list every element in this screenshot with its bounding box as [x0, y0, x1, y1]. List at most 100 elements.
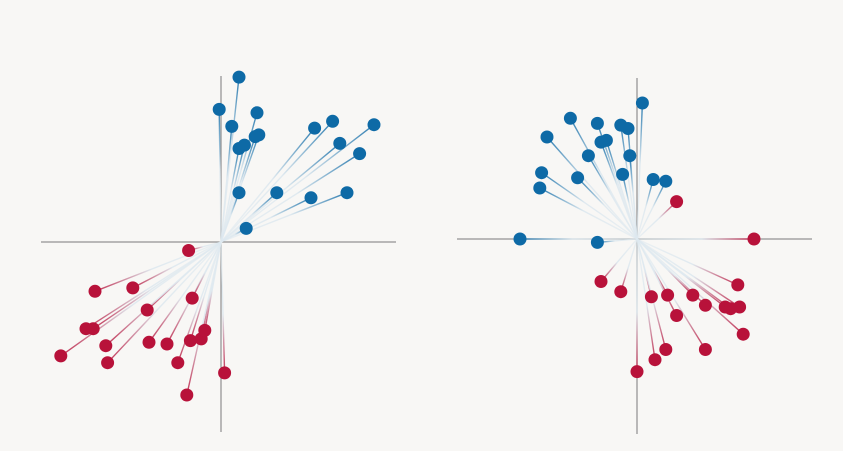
positive-vector-line	[636, 179, 654, 240]
negative-point	[670, 309, 684, 322]
positive-vector-line	[220, 126, 233, 243]
right-panel	[457, 78, 812, 434]
positive-vector-line	[220, 120, 334, 243]
positive-point	[248, 130, 262, 144]
positive-point	[540, 130, 554, 144]
positive-point	[353, 147, 367, 161]
positive-vector-line	[220, 192, 240, 243]
negative-vector-line	[620, 238, 638, 292]
negative-point	[142, 335, 156, 349]
negative-point	[86, 322, 100, 336]
negative-point	[698, 298, 712, 312]
negative-vector-line	[636, 238, 739, 286]
negative-point	[198, 323, 212, 337]
negative-vector-line	[105, 241, 222, 347]
positive-point	[225, 119, 239, 133]
positive-vector-line	[220, 192, 278, 243]
positive-vector-line	[577, 177, 638, 240]
positive-point	[232, 142, 246, 155]
positive-point	[581, 149, 595, 163]
positive-point	[594, 135, 608, 149]
positive-vector-line	[218, 109, 222, 243]
positive-point	[250, 106, 264, 120]
negative-vector-line	[636, 201, 678, 240]
negative-vector-line	[186, 241, 222, 396]
negative-point	[644, 290, 658, 304]
positive-vector-line	[629, 155, 638, 240]
negative-point	[747, 232, 761, 246]
vector-lines	[520, 102, 754, 372]
negative-point	[183, 334, 197, 348]
positive-point	[623, 149, 637, 163]
negative-point	[648, 353, 662, 367]
negative-vector-line	[148, 241, 222, 343]
positive-point	[232, 186, 246, 200]
negative-point	[140, 303, 154, 317]
positive-point	[563, 111, 577, 125]
positive-point	[590, 116, 604, 130]
positive-vector-line	[636, 180, 667, 240]
left-panel	[41, 70, 396, 432]
negative-point	[99, 339, 113, 353]
negative-point	[670, 195, 684, 209]
positive-point	[333, 136, 347, 150]
positive-vector-line	[605, 140, 638, 240]
positive-vector-line	[546, 136, 638, 240]
positive-point	[571, 171, 585, 185]
positive-point	[340, 186, 354, 200]
negative-point	[218, 366, 232, 380]
positive-vector-line	[587, 155, 638, 240]
negative-point	[698, 343, 712, 356]
positive-point	[621, 122, 635, 135]
negative-point	[126, 281, 140, 295]
negative-vector-line	[636, 238, 740, 308]
positive-vector-line	[621, 174, 638, 240]
negative-vector-line	[636, 238, 744, 335]
positive-point	[646, 173, 660, 186]
positive-point	[590, 235, 604, 249]
positive-vector-line	[220, 148, 240, 243]
positive-point	[308, 121, 322, 135]
negative-vector-line	[189, 241, 222, 341]
negative-point	[736, 327, 750, 341]
negative-vector-line	[60, 241, 222, 357]
positive-point	[239, 221, 253, 235]
negative-point	[180, 388, 194, 402]
negative-vector-line	[600, 238, 638, 282]
negative-point	[659, 343, 673, 356]
negative-point	[185, 291, 199, 305]
positive-point	[616, 167, 630, 181]
negative-vector-line	[107, 241, 222, 364]
negative-point	[594, 275, 608, 288]
positive-vector-line	[220, 127, 316, 243]
negative-point	[724, 302, 738, 316]
positive-point	[659, 174, 673, 188]
negative-point	[686, 288, 700, 302]
negative-point	[101, 356, 115, 370]
positive-point	[635, 96, 649, 110]
positive-point	[326, 114, 340, 128]
positive-point	[270, 186, 284, 200]
data-points	[513, 96, 761, 379]
positive-point	[212, 102, 226, 116]
negative-vector-line	[191, 241, 222, 299]
negative-point	[182, 244, 196, 257]
negative-vector-line	[132, 241, 222, 289]
positive-point	[232, 70, 246, 84]
negative-point	[88, 284, 102, 298]
negative-point	[614, 285, 628, 299]
negative-point	[160, 337, 174, 351]
negative-point	[54, 349, 68, 363]
negative-vector-line	[636, 238, 678, 316]
negative-vector-line	[636, 238, 732, 310]
positive-vector-line	[597, 238, 638, 244]
positive-point	[367, 118, 381, 132]
positive-vector-line	[539, 187, 638, 240]
negative-point	[630, 365, 644, 379]
positive-vector-line	[636, 102, 644, 240]
negative-vector-line	[94, 241, 222, 292]
negative-point	[731, 278, 745, 292]
positive-vector-line	[600, 141, 638, 240]
